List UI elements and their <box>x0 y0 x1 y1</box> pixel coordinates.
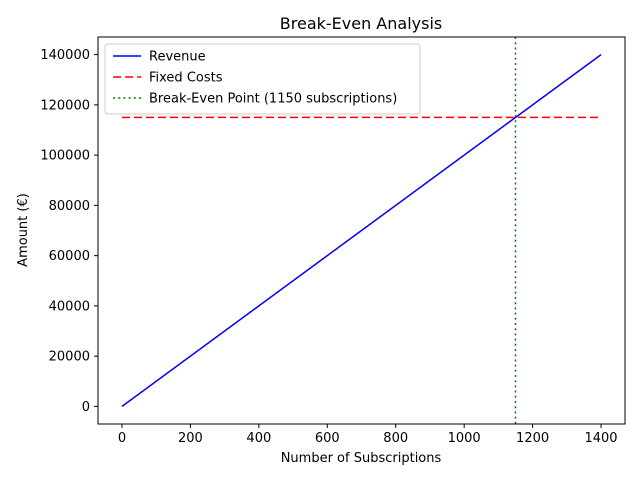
y-tick-label-4: 80000 <box>49 199 90 214</box>
axes-frame <box>97 36 626 425</box>
x-tick-label-3: 600 <box>315 431 340 446</box>
y-tick-label-0: 0 <box>82 400 90 415</box>
y-tick-label-7: 140000 <box>40 48 90 63</box>
x-axis-label: Number of Subscriptions <box>281 451 442 466</box>
y-tick-label-5: 100000 <box>40 149 90 164</box>
legend-label-1: Fixed Costs <box>149 71 223 86</box>
x-tick-label-0: 0 <box>118 431 126 446</box>
y-tick-label-2: 40000 <box>49 299 90 314</box>
series-line-revenue <box>121 53 602 408</box>
legend-box <box>104 43 421 115</box>
x-tick-label-5: 1000 <box>448 431 481 446</box>
y-axis-label: Amount (€) <box>16 193 31 267</box>
x-tick-label-4: 800 <box>383 431 408 446</box>
legend-label-0: Revenue <box>149 50 206 65</box>
chart-title: Break-Even Analysis <box>280 14 442 33</box>
y-tick-label-1: 20000 <box>49 350 90 365</box>
x-tick-label-2: 400 <box>246 431 271 446</box>
legend-label-2: Break-Even Point (1150 subscriptions) <box>149 92 397 107</box>
legend: Revenue Fixed Costs Break-Even Point (1150… <box>104 43 421 115</box>
y-tick-label-3: 60000 <box>49 249 90 264</box>
plot-area: 0 200 400 600 800 1000 1200 1400 0 20000 40000 6000… <box>40 36 626 446</box>
y-tick-label-6: 120000 <box>40 98 90 113</box>
x-tick-label-6: 1200 <box>516 431 549 446</box>
x-tick-label-1: 200 <box>178 431 203 446</box>
x-tick-label-7: 1400 <box>584 431 617 446</box>
